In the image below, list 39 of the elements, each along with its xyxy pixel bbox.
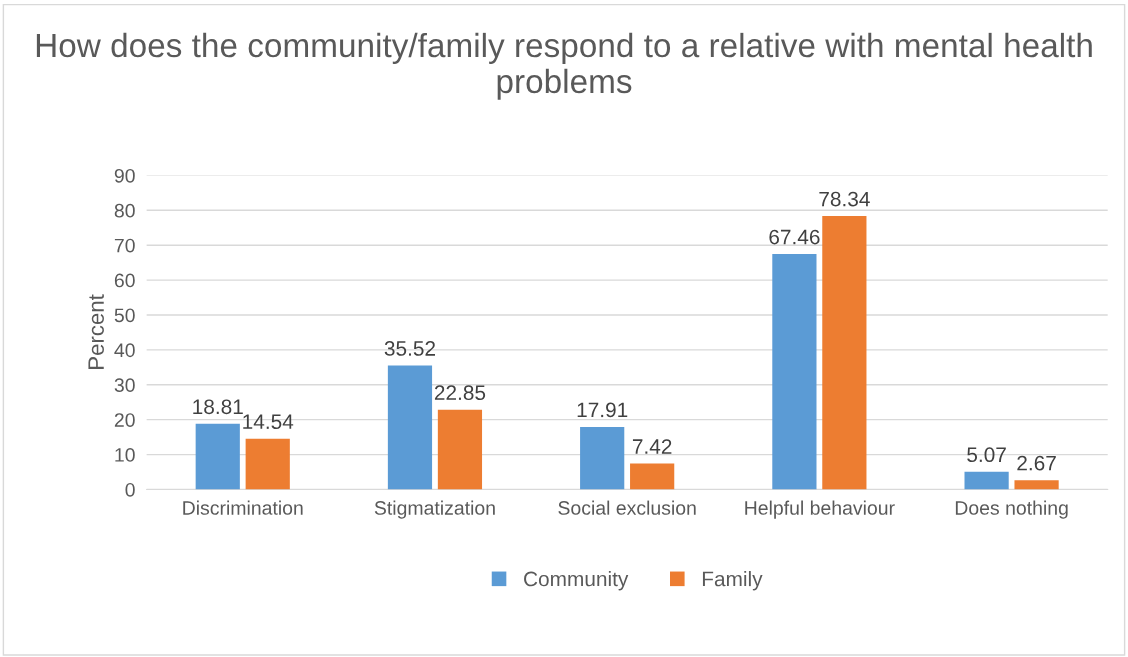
y-tick-label: 80 bbox=[114, 203, 135, 218]
data-label: 22.85 bbox=[434, 385, 486, 401]
bar bbox=[195, 423, 240, 490]
y-tick-label: 20 bbox=[114, 413, 135, 427]
data-label: 14.54 bbox=[243, 414, 294, 430]
data-label: 2.67 bbox=[1017, 455, 1056, 471]
bar bbox=[437, 409, 483, 490]
x-tick-label: Stigmatization bbox=[374, 500, 495, 519]
bar bbox=[822, 216, 867, 490]
y-axis-title: Percent bbox=[88, 294, 104, 369]
bar bbox=[964, 471, 1009, 490]
bar bbox=[245, 438, 290, 490]
data-label: 7.42 bbox=[632, 439, 672, 454]
bar bbox=[772, 254, 817, 490]
bar bbox=[1014, 480, 1059, 490]
x-tick-label: Helpful behaviour bbox=[745, 500, 895, 519]
data-label: 5.07 bbox=[967, 447, 1006, 463]
y-tick-label: 70 bbox=[114, 238, 135, 253]
bar bbox=[387, 365, 433, 490]
y-tick-label: 40 bbox=[114, 343, 135, 358]
y-tick-label: 30 bbox=[114, 378, 135, 393]
y-tick-label: 50 bbox=[114, 308, 135, 323]
x-tick-label: Does nothing bbox=[955, 500, 1068, 519]
chart-title: How does the community/family respond to a relative with mental health problems bbox=[36, 32, 1092, 100]
bar bbox=[630, 463, 675, 490]
y-tick-label: 0 bbox=[125, 482, 135, 497]
y-tick-label: 60 bbox=[114, 273, 135, 288]
legend-label: Family bbox=[702, 571, 763, 591]
bar bbox=[580, 426, 625, 490]
y-tick-label: 10 bbox=[115, 448, 135, 462]
y-tick-label: 90 bbox=[114, 168, 135, 183]
x-tick-label: Discrimination bbox=[183, 500, 303, 515]
data-label: 67.46 bbox=[769, 229, 820, 245]
legend-label: Community bbox=[524, 571, 629, 591]
data-label: 78.34 bbox=[819, 191, 870, 207]
x-tick-label: Social exclusion bbox=[558, 500, 696, 515]
data-label: 18.81 bbox=[193, 399, 243, 415]
data-label: 17.91 bbox=[577, 402, 628, 418]
data-label: 35.52 bbox=[384, 341, 435, 356]
